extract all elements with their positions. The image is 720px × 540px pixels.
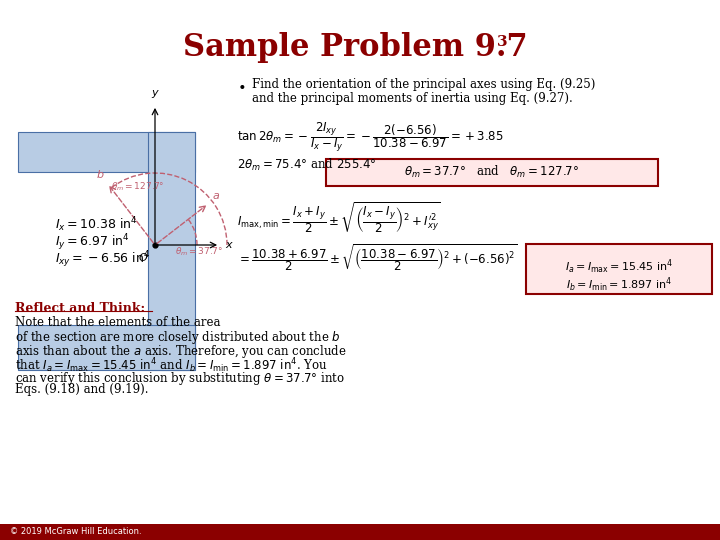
Text: and the principal moments of inertia using Eq. (9.27).: and the principal moments of inertia usi… [252,92,572,105]
Text: $\theta_m = 37.7°$: $\theta_m = 37.7°$ [175,246,223,258]
FancyBboxPatch shape [326,159,658,186]
Text: $2\theta_m = 75.4°$ and $255.4°$: $2\theta_m = 75.4°$ and $255.4°$ [237,157,377,173]
Text: Note that the elements of the area: Note that the elements of the area [15,316,220,329]
Text: Eqs. (9.18) and (9.19).: Eqs. (9.18) and (9.19). [15,383,148,396]
Text: Sample Problem 9.7: Sample Problem 9.7 [183,32,527,63]
Text: $O$: $O$ [138,251,148,263]
Polygon shape [18,325,195,370]
Text: $I_y = 6.97\ \mathrm{in}^4$: $I_y = 6.97\ \mathrm{in}^4$ [55,232,130,253]
Text: $I_{\mathrm{max,min}} = \dfrac{I_x+I_y}{2} \pm \sqrt{\left(\dfrac{I_x-I_y}{2}\ri: $I_{\mathrm{max,min}} = \dfrac{I_x+I_y}{… [237,200,441,235]
Text: that $I_a = I_{\mathrm{max}} = 15.45\ \mathrm{in}^4$ and $I_b = I_{\mathrm{min}}: that $I_a = I_{\mathrm{max}} = 15.45\ \m… [15,356,328,375]
Text: 3: 3 [497,35,508,49]
Polygon shape [18,132,195,172]
Text: can verify this conclusion by substituting $\theta = 37.7°$ into: can verify this conclusion by substituti… [15,370,345,387]
Text: $\tan 2\theta_m = -\dfrac{2I_{xy}}{I_x - I_y} = -\dfrac{2(-6.56)}{10.38-6.97} = : $\tan 2\theta_m = -\dfrac{2I_{xy}}{I_x -… [237,120,503,154]
Text: $\bullet$: $\bullet$ [237,78,246,92]
Text: axis than about the $a$ axis. Therefore, you can conclude: axis than about the $a$ axis. Therefore,… [15,343,346,360]
Text: $a$: $a$ [212,191,220,201]
Text: $b$: $b$ [96,168,105,180]
Text: $y$: $y$ [150,88,160,100]
Text: Reflect and Think:: Reflect and Think: [15,302,145,315]
Text: © 2019 McGraw Hill Education.: © 2019 McGraw Hill Education. [10,528,142,537]
Text: $I_b = I_{\mathrm{min}} = 1.897\ \mathrm{in}^4$: $I_b = I_{\mathrm{min}} = 1.897\ \mathrm… [566,276,672,294]
Text: $= \dfrac{10.38+6.97}{2} \pm \sqrt{\left(\dfrac{10.38-6.97}{2}\right)^2 + (-6.56: $= \dfrac{10.38+6.97}{2} \pm \sqrt{\left… [237,242,518,273]
Text: $I_x = 10.38\ \mathrm{in}^4$: $I_x = 10.38\ \mathrm{in}^4$ [55,215,138,234]
Text: $\theta_m = 127.7°$: $\theta_m = 127.7°$ [111,180,165,193]
Text: $x$: $x$ [225,240,234,250]
Text: Find the orientation of the principal axes using Eq. (9.25): Find the orientation of the principal ax… [252,78,595,91]
Polygon shape [148,132,195,370]
Text: $I_{xy} = -6.56\ \mathrm{in}^4$: $I_{xy} = -6.56\ \mathrm{in}^4$ [55,249,150,269]
Bar [0,524,720,540]
Text: of the section are more closely distributed about the $b$: of the section are more closely distribu… [15,329,341,347]
FancyBboxPatch shape [526,244,712,294]
Text: $I_a = I_{\mathrm{max}} = 15.45\ \mathrm{in}^4$: $I_a = I_{\mathrm{max}} = 15.45\ \mathrm… [564,258,673,276]
Text: $\theta_m = 37.7°$   and   $\theta_m = 127.7°$: $\theta_m = 37.7°$ and $\theta_m = 127.7… [405,164,580,180]
